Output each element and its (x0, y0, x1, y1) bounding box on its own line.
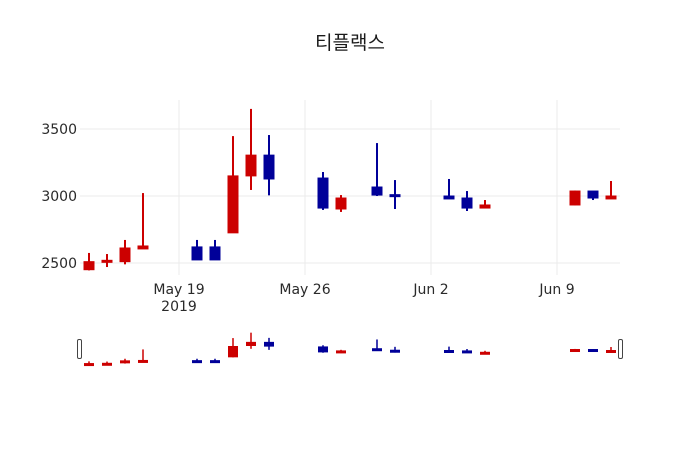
candle[interactable] (335, 195, 347, 212)
slider-candle (102, 361, 112, 366)
slider-candle (570, 348, 580, 353)
gridlines (80, 100, 620, 275)
x-tick-year-label: 2019 (161, 299, 197, 315)
chart-title: 티플랙스 (315, 32, 385, 54)
slider-candle (84, 361, 94, 367)
candle[interactable] (569, 190, 581, 206)
candle[interactable] (209, 239, 221, 261)
slider-candle (462, 349, 472, 354)
y-tick-label: 2500 (41, 256, 77, 272)
candle[interactable] (191, 239, 203, 261)
slider-candle (264, 337, 274, 350)
candle[interactable] (101, 254, 113, 268)
candle[interactable] (371, 143, 383, 196)
candles-main (83, 108, 617, 271)
slider-candle (210, 358, 220, 364)
x-tick-label: May 26 (279, 282, 330, 298)
x-tick-label: Jun 2 (412, 282, 448, 298)
slider-candle (246, 332, 256, 349)
candle[interactable] (389, 180, 401, 209)
x-tick-label: Jun 9 (538, 282, 574, 298)
candle[interactable] (479, 200, 491, 209)
slider-candle (318, 345, 328, 353)
candle[interactable] (443, 178, 455, 200)
candle[interactable] (137, 193, 149, 250)
range-slider[interactable] (77, 332, 623, 367)
candle[interactable] (83, 252, 95, 271)
candle[interactable] (587, 190, 599, 201)
candle[interactable] (317, 172, 329, 210)
y-axis: 2500 3000 3500 (41, 122, 77, 272)
candle[interactable] (263, 135, 275, 196)
slider-candle (444, 346, 454, 353)
range-slider-right-handle[interactable] (618, 339, 623, 359)
slider-candle (372, 339, 382, 352)
slider-candle (588, 349, 598, 353)
candle[interactable] (245, 108, 257, 190)
slider-candle (138, 349, 148, 363)
y-tick-label: 3000 (41, 189, 77, 205)
candle[interactable] (119, 239, 131, 265)
range-slider-candles (84, 332, 616, 367)
slider-candle (480, 350, 490, 355)
y-tick-label: 3500 (41, 122, 77, 138)
x-tick-label: May 19 (153, 282, 204, 298)
slider-candle (120, 358, 130, 364)
candle[interactable] (605, 180, 617, 200)
range-slider-left-handle[interactable] (77, 339, 82, 359)
slider-candle (390, 346, 400, 353)
slider-candle (192, 358, 202, 364)
slider-candle (336, 349, 346, 354)
candle[interactable] (461, 191, 473, 212)
slider-candle (228, 338, 238, 358)
candle[interactable] (227, 136, 239, 234)
slider-candle (606, 347, 616, 353)
